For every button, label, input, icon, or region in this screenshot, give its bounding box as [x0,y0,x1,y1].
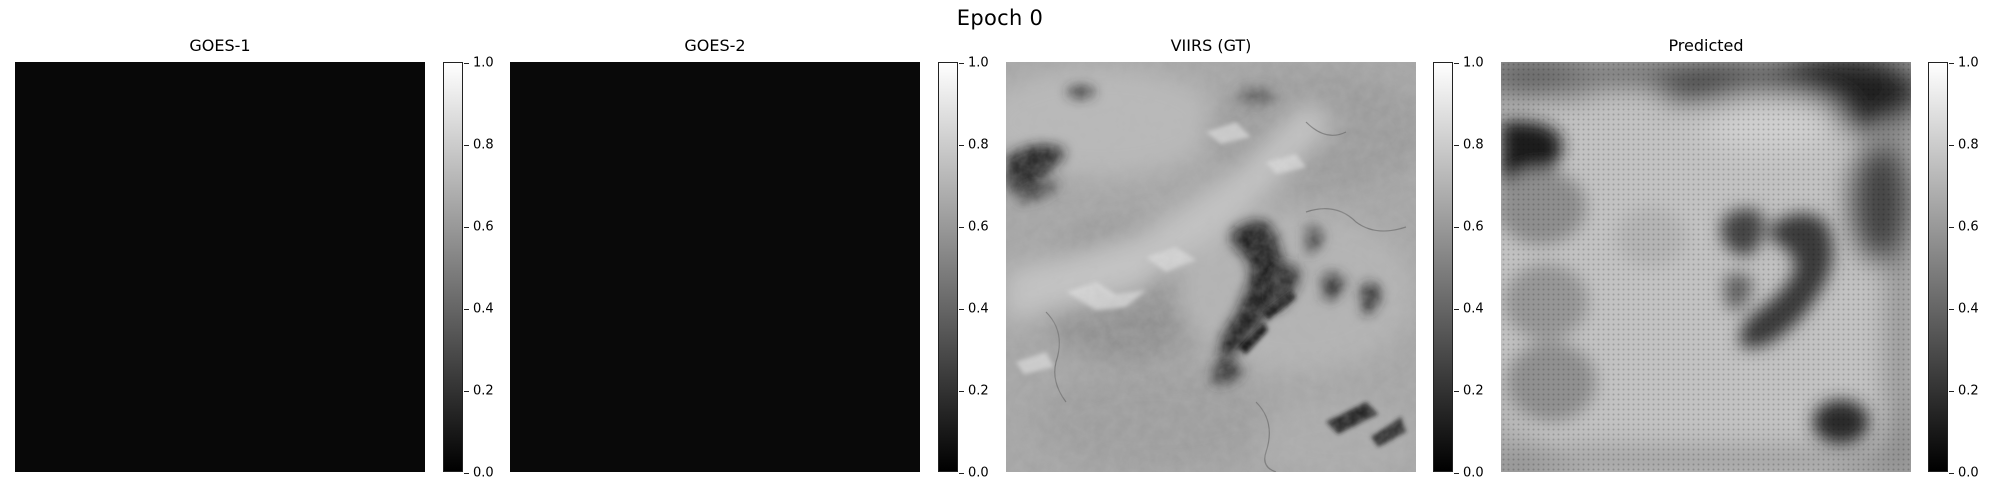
colorbar-tick [959,308,964,310]
colorbar-tick-label: 0.6 [968,219,989,235]
viirs-gt-image [1006,62,1416,472]
colorbar-tick [1454,472,1459,474]
panel-goes-2: GOES-2 [510,36,920,472]
panel-goes-1: GOES-1 [15,36,425,472]
panel-predicted: Predicted [1501,36,1911,472]
colorbar-tick [959,144,964,146]
colorbar-tick [1454,144,1459,146]
colorbar-tick [959,226,964,228]
panel-viirs-gt: VIIRS (GT) [1006,36,1416,472]
colorbar-tick [1454,390,1459,392]
colorbar-tick [959,472,964,474]
colorbar-tick [1454,226,1459,228]
colorbar-tick [464,144,469,146]
colorbar-tick [464,308,469,310]
colorbar-tick [959,62,964,64]
colorbar-tick [1949,308,1954,310]
colorbar-tick-label: 0.2 [1958,383,1979,399]
colorbar-tick-label: 0.4 [968,301,989,317]
colorbar-tick-label: 0.2 [473,383,494,399]
figure-title: Epoch 0 [956,6,1044,30]
panel-title: Predicted [1668,36,1744,55]
colorbar-tick-label: 0.0 [1958,465,1979,481]
colorbar-tick [1949,226,1954,228]
colorbar-tick [464,472,469,474]
colorbar-tick-label: 0.6 [1463,219,1484,235]
colorbar-tick-label: 0.8 [1463,137,1484,153]
colorbar-tick [464,62,469,64]
colorbar-tick-label: 0.2 [1463,383,1484,399]
colorbar-tick-label: 0.8 [968,137,989,153]
colorbar-tick [1454,62,1459,64]
colorbar-tick-label: 0.0 [1463,465,1484,481]
colorbar-tick [1949,144,1954,146]
goes-1-image [15,62,425,472]
colorbar-predicted: 0.0 0.2 0.4 0.6 0.8 1.0 [1928,56,1979,481]
colorbar-tick [1949,472,1954,474]
colorbar-tick-label: 0.0 [473,465,494,481]
colorbar-tick-label: 1.0 [1958,55,1979,71]
colorbar-goes-1: 0.0 0.2 0.4 0.6 0.8 1.0 [443,56,494,481]
colorbar-tick-label: 0.2 [968,383,989,399]
predicted-image [1501,62,1911,472]
colorbar-tick-label: 0.0 [968,465,989,481]
colorbar-tick-label: 0.8 [473,137,494,153]
colorbar-tick [464,390,469,392]
colorbar-tick-label: 0.4 [473,301,494,317]
panel-title: GOES-2 [684,36,746,55]
colorbar-tick-label: 0.6 [1958,219,1979,235]
colorbar-tick-label: 0.6 [473,219,494,235]
colorbar-tick [1454,308,1459,310]
panel-title: GOES-1 [189,36,251,55]
colorbar-tick [1949,62,1954,64]
colorbar-tick-label: 1.0 [473,55,494,71]
colorbar-viirs-gt: 0.0 0.2 0.4 0.6 0.8 1.0 [1433,56,1484,481]
colorbar-tick [464,226,469,228]
colorbar-goes-2: 0.0 0.2 0.4 0.6 0.8 1.0 [938,56,989,481]
colorbar-tick [959,390,964,392]
colorbar-tick-label: 0.4 [1463,301,1484,317]
colorbar-tick-label: 1.0 [968,55,989,71]
goes-2-image [510,62,920,472]
panel-title: VIIRS (GT) [1170,36,1252,55]
colorbar-tick-label: 0.4 [1958,301,1979,317]
colorbar-tick-label: 1.0 [1463,55,1484,71]
colorbar-tick [1949,390,1954,392]
colorbar-tick-label: 0.8 [1958,137,1979,153]
